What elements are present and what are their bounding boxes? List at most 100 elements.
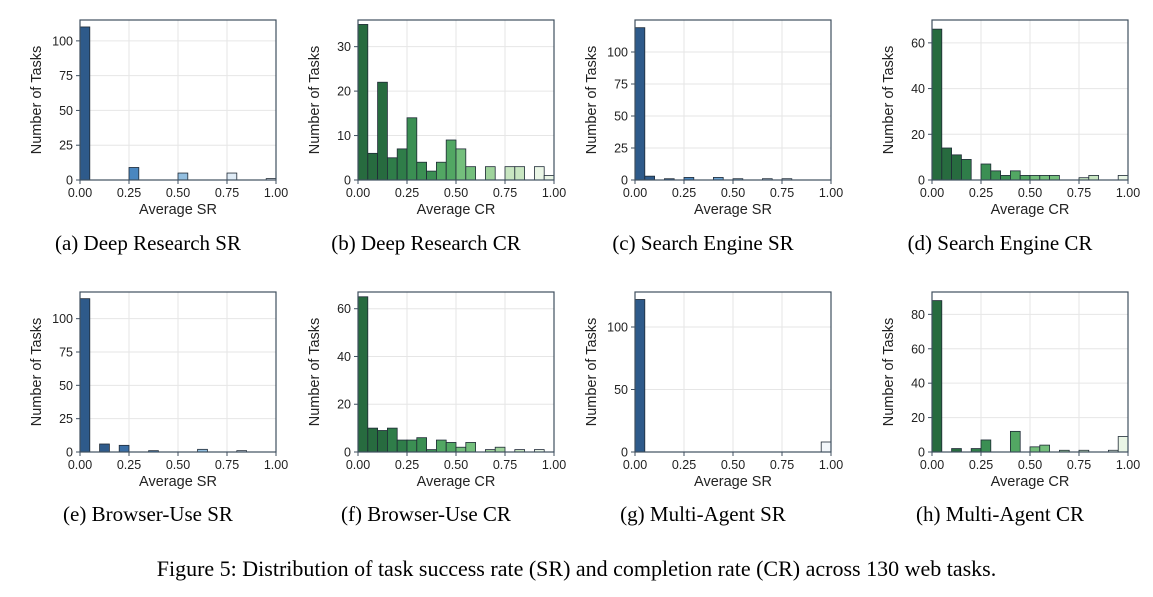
y-axis-label: Number of Tasks — [881, 46, 897, 155]
y-tick-label: 60 — [337, 302, 351, 316]
x-tick-label: 1.00 — [542, 186, 566, 200]
x-tick-label: 0.25 — [395, 186, 419, 200]
y-tick-label: 0 — [918, 174, 925, 188]
y-axis-label: Number of Tasks — [29, 46, 45, 155]
histogram-bar — [387, 157, 398, 181]
chart-search-engine-sr: 0.00 0.25 0.50 0.75 1.00 0 25 50 75 100 Average SR… — [584, 19, 843, 218]
histogram-bar — [1117, 436, 1129, 453]
y-tick-label: 40 — [911, 377, 925, 391]
y-tick-label: 0 — [344, 446, 351, 460]
subcaption: (c) Search Engine SR — [612, 231, 794, 255]
y-axis-label: Number of Tasks — [307, 318, 323, 427]
histogram-bar — [226, 172, 238, 181]
histogram-bar — [1088, 175, 1100, 181]
chart-browser-use-cr: 0.00 0.25 0.50 0.75 1.00 0 20 40 60 Average CR Num… — [307, 291, 566, 490]
chart-multi-agent-cr: 0.00 0.25 0.50 0.75 1.00 0 20 40 60 80 Average CR N… — [881, 291, 1140, 490]
histogram-bar — [416, 437, 428, 453]
histogram-bar — [435, 439, 447, 453]
y-tick-label: 40 — [911, 82, 925, 96]
histogram-bar — [357, 296, 369, 453]
subcaption: (b) Deep Research CR — [331, 231, 521, 255]
histogram-bar — [445, 139, 457, 181]
histogram-bar — [1019, 175, 1031, 181]
x-tick-label: 0.75 — [1067, 458, 1091, 472]
x-tick-label: 0.75 — [770, 186, 794, 200]
x-axis-label: Average SR — [694, 202, 772, 218]
panel-search-engine-cr: 0.00 0.25 0.50 0.75 1.00 0 20 40 60 Average CR Num… — [862, 10, 1140, 290]
y-tick-label: 10 — [337, 129, 351, 143]
panel-browser-use-sr: 0.00 0.25 0.50 0.75 1.00 0 25 50 75 100 Average SR… — [10, 282, 288, 562]
histogram-bar — [396, 148, 408, 181]
histogram-bar — [455, 148, 467, 181]
y-tick-label: 0 — [918, 446, 925, 460]
histogram-bar — [990, 170, 1002, 181]
y-tick-label: 30 — [337, 40, 351, 54]
x-tick-label: 0.25 — [969, 458, 993, 472]
y-axis-label: Number of Tasks — [29, 318, 45, 427]
y-tick-label: 25 — [59, 139, 73, 153]
x-axis-label: Average SR — [139, 202, 217, 218]
histogram-bar — [367, 427, 379, 453]
y-tick-label: 60 — [911, 342, 925, 356]
histogram-bar — [79, 26, 91, 181]
y-tick-label: 100 — [52, 312, 73, 326]
histogram-bar — [79, 298, 91, 453]
histogram-bar — [1009, 430, 1021, 453]
y-axis-label: Number of Tasks — [584, 318, 600, 427]
histogram-bar — [484, 166, 496, 181]
histogram-bar — [406, 439, 418, 453]
y-tick-label: 0 — [66, 446, 73, 460]
x-tick-label: 0.25 — [117, 458, 141, 472]
histogram-bar — [387, 427, 398, 453]
y-tick-label: 50 — [614, 383, 628, 397]
histogram-bar — [465, 166, 477, 181]
histogram-bar — [118, 444, 130, 453]
x-tick-label: 0.25 — [672, 458, 696, 472]
x-tick-label: 0.50 — [1018, 186, 1042, 200]
x-tick-label: 0.75 — [770, 458, 794, 472]
y-tick-label: 20 — [911, 411, 925, 425]
histogram-bar — [367, 152, 379, 181]
histogram-bar — [533, 166, 545, 181]
x-tick-label: 0.25 — [672, 186, 696, 200]
y-tick-label: 100 — [52, 34, 73, 48]
x-tick-label: 1.00 — [819, 186, 843, 200]
panel-multi-agent-cr: 0.00 0.25 0.50 0.75 1.00 0 20 40 60 80 Average CR N… — [862, 282, 1140, 562]
panel-browser-use-cr: 0.00 0.25 0.50 0.75 1.00 0 20 40 60 Average CR Num… — [288, 282, 566, 562]
histogram-bar — [406, 117, 418, 181]
histogram-bar — [961, 159, 972, 181]
histogram-bar — [1000, 175, 1011, 181]
y-tick-label: 50 — [59, 379, 73, 393]
y-axis-label: Number of Tasks — [584, 46, 600, 155]
x-axis-label: Average CR — [991, 202, 1070, 218]
histogram-bar — [1009, 170, 1021, 181]
y-tick-label: 20 — [337, 398, 351, 412]
subcaption: (d) Search Engine CR — [907, 231, 1093, 255]
histogram-bar — [377, 430, 388, 453]
histogram-bar — [445, 442, 457, 453]
x-tick-label: 0.00 — [346, 458, 370, 472]
chart-deep-research-sr: 0.00 0.25 0.50 0.75 1.00 0 25 50 75 100 Average SR… — [29, 19, 288, 218]
x-tick-label: 0.75 — [493, 186, 517, 200]
y-tick-label: 40 — [337, 350, 351, 364]
x-axis-label: Average SR — [694, 474, 772, 490]
x-axis-label: Average CR — [417, 202, 496, 218]
y-tick-label: 25 — [614, 142, 628, 156]
histogram-bar — [377, 81, 388, 181]
y-axis-label: Number of Tasks — [881, 318, 897, 427]
x-tick-label: 0.50 — [166, 458, 190, 472]
y-tick-label: 0 — [621, 174, 628, 188]
histogram-bar — [177, 172, 189, 181]
histogram-bar — [426, 170, 437, 181]
histogram-bar — [941, 147, 953, 181]
x-tick-label: 0.75 — [493, 458, 517, 472]
histogram-bar — [980, 439, 992, 453]
y-tick-label: 0 — [344, 174, 351, 188]
x-tick-label: 0.00 — [68, 458, 92, 472]
subcaption: (a) Deep Research SR — [54, 231, 241, 255]
histogram-bar — [357, 24, 369, 181]
x-tick-label: 1.00 — [1116, 186, 1140, 200]
panel-deep-research-cr: 0.00 0.25 0.50 0.75 1.00 0 10 20 30 Average CR Num… — [288, 10, 566, 290]
x-tick-label: 0.75 — [215, 458, 239, 472]
